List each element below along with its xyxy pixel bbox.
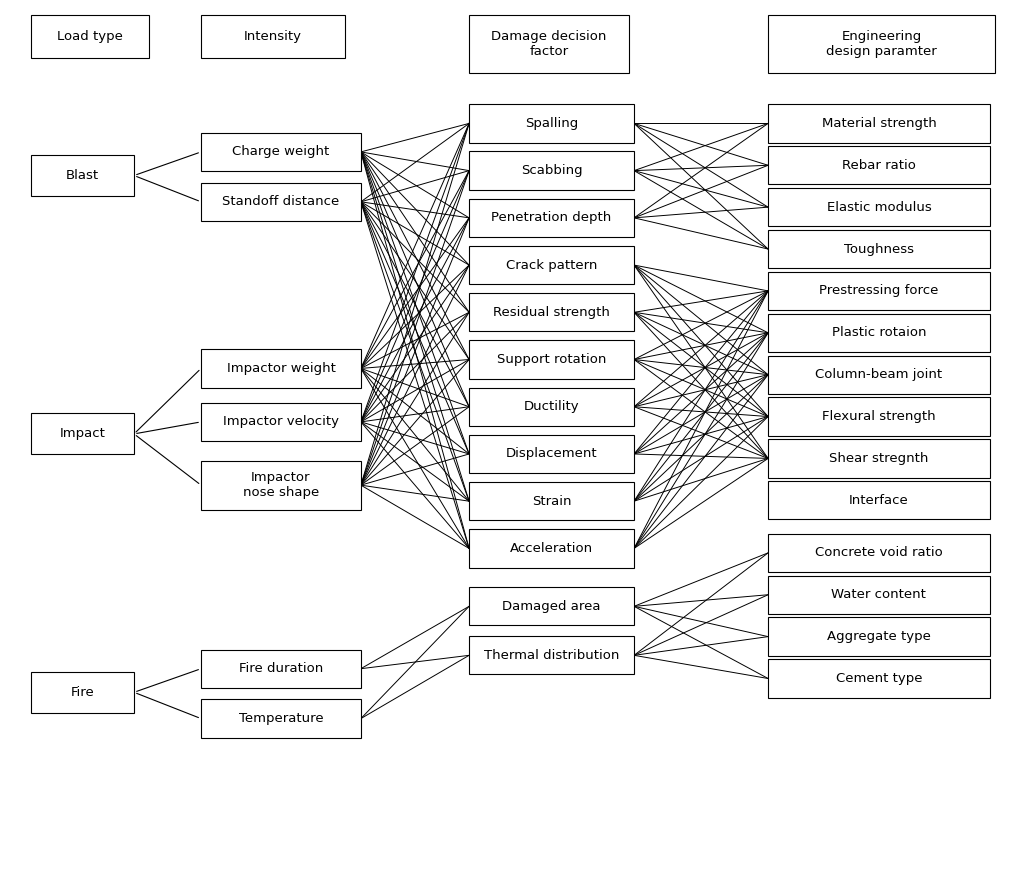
FancyBboxPatch shape — [469, 151, 634, 190]
FancyBboxPatch shape — [768, 188, 990, 226]
Text: Flexural strength: Flexural strength — [822, 410, 936, 423]
FancyBboxPatch shape — [768, 15, 995, 73]
Text: Rebar ratio: Rebar ratio — [842, 159, 916, 172]
Text: Displacement: Displacement — [506, 447, 597, 461]
FancyBboxPatch shape — [469, 388, 634, 426]
FancyBboxPatch shape — [469, 246, 634, 284]
FancyBboxPatch shape — [768, 397, 990, 436]
Text: Support rotation: Support rotation — [497, 353, 606, 366]
FancyBboxPatch shape — [469, 340, 634, 379]
Text: Impact: Impact — [60, 428, 105, 440]
FancyBboxPatch shape — [201, 349, 361, 388]
Text: Thermal distribution: Thermal distribution — [484, 649, 620, 662]
FancyBboxPatch shape — [31, 413, 134, 454]
Text: Residual strength: Residual strength — [493, 306, 610, 319]
FancyBboxPatch shape — [201, 183, 361, 221]
FancyBboxPatch shape — [469, 104, 634, 143]
Text: Impactor velocity: Impactor velocity — [223, 415, 339, 429]
Text: Blast: Blast — [66, 169, 99, 182]
Text: Scabbing: Scabbing — [521, 164, 583, 177]
Text: Fire duration: Fire duration — [239, 662, 323, 675]
FancyBboxPatch shape — [469, 435, 634, 473]
FancyBboxPatch shape — [201, 133, 361, 171]
Text: Impactor
nose shape: Impactor nose shape — [243, 471, 319, 499]
Text: Crack pattern: Crack pattern — [506, 258, 597, 272]
Text: Acceleration: Acceleration — [510, 542, 593, 555]
FancyBboxPatch shape — [469, 587, 634, 625]
Text: Engineering
design paramter: Engineering design paramter — [826, 30, 937, 58]
Text: Temperature: Temperature — [238, 712, 324, 725]
FancyBboxPatch shape — [201, 461, 361, 510]
FancyBboxPatch shape — [469, 15, 629, 73]
Text: Damage decision
factor: Damage decision factor — [492, 30, 606, 58]
FancyBboxPatch shape — [768, 576, 990, 614]
Text: Fire: Fire — [70, 686, 95, 699]
Text: Plastic rotaion: Plastic rotaion — [832, 326, 926, 339]
FancyBboxPatch shape — [201, 403, 361, 441]
FancyBboxPatch shape — [469, 482, 634, 520]
Text: Penetration depth: Penetration depth — [492, 211, 611, 225]
Text: Cement type: Cement type — [836, 672, 922, 685]
Text: Charge weight: Charge weight — [232, 145, 330, 159]
FancyBboxPatch shape — [768, 659, 990, 698]
FancyBboxPatch shape — [469, 636, 634, 674]
FancyBboxPatch shape — [768, 314, 990, 352]
Text: Material strength: Material strength — [822, 117, 936, 130]
Text: Toughness: Toughness — [844, 242, 913, 256]
FancyBboxPatch shape — [768, 230, 990, 268]
FancyBboxPatch shape — [768, 439, 990, 478]
Text: Load type: Load type — [58, 30, 123, 43]
Text: Shear stregnth: Shear stregnth — [829, 452, 929, 465]
Text: Column-beam joint: Column-beam joint — [816, 368, 942, 381]
FancyBboxPatch shape — [469, 529, 634, 568]
FancyBboxPatch shape — [768, 272, 990, 310]
FancyBboxPatch shape — [201, 650, 361, 688]
FancyBboxPatch shape — [768, 146, 990, 184]
FancyBboxPatch shape — [768, 481, 990, 519]
Text: Ductility: Ductility — [524, 400, 579, 413]
FancyBboxPatch shape — [201, 15, 345, 58]
FancyBboxPatch shape — [31, 155, 134, 196]
Text: Strain: Strain — [532, 495, 571, 508]
Text: Aggregate type: Aggregate type — [827, 630, 931, 643]
Text: Standoff distance: Standoff distance — [223, 195, 339, 208]
Text: Concrete void ratio: Concrete void ratio — [816, 546, 942, 560]
FancyBboxPatch shape — [31, 672, 134, 713]
FancyBboxPatch shape — [469, 293, 634, 331]
Text: Impactor weight: Impactor weight — [227, 362, 335, 375]
FancyBboxPatch shape — [768, 617, 990, 656]
FancyBboxPatch shape — [31, 15, 149, 58]
FancyBboxPatch shape — [201, 699, 361, 738]
FancyBboxPatch shape — [768, 104, 990, 143]
Text: Intensity: Intensity — [244, 30, 302, 43]
Text: Damaged area: Damaged area — [502, 600, 601, 613]
Text: Spalling: Spalling — [525, 117, 578, 130]
Text: Water content: Water content — [831, 588, 927, 601]
FancyBboxPatch shape — [469, 199, 634, 237]
Text: Elastic modulus: Elastic modulus — [827, 200, 931, 214]
Text: Prestressing force: Prestressing force — [820, 284, 938, 298]
FancyBboxPatch shape — [768, 356, 990, 394]
Text: Interface: Interface — [850, 494, 908, 507]
FancyBboxPatch shape — [768, 534, 990, 572]
